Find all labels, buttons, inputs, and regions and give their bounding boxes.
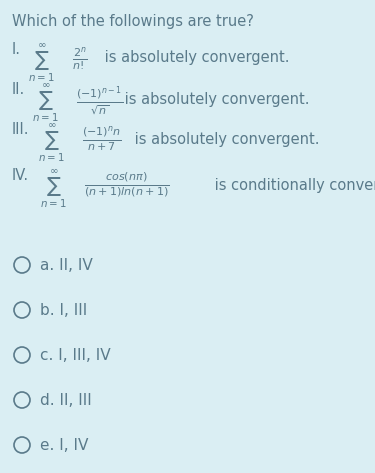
Text: $\frac{2^n}{n!}$: $\frac{2^n}{n!}$	[72, 46, 88, 73]
Text: $\frac{(-1)^{n-1}}{\sqrt{n}}$: $\frac{(-1)^{n-1}}{\sqrt{n}}$	[76, 85, 123, 118]
Circle shape	[14, 437, 30, 453]
Text: IV.: IV.	[12, 168, 29, 183]
Circle shape	[14, 347, 30, 363]
Text: $\sum_{n=1}^{\infty}$: $\sum_{n=1}^{\infty}$	[40, 168, 66, 210]
Text: $\sum_{n=1}^{\infty}$: $\sum_{n=1}^{\infty}$	[28, 42, 54, 84]
Text: a. II, IV: a. II, IV	[40, 257, 93, 272]
Text: $\sum_{n=1}^{\infty}$: $\sum_{n=1}^{\infty}$	[38, 122, 64, 164]
Circle shape	[14, 302, 30, 318]
Text: d. II, III: d. II, III	[40, 393, 92, 408]
Text: $\frac{cos(n\pi)}{(n+1)ln(n+1)}$: $\frac{cos(n\pi)}{(n+1)ln(n+1)}$	[84, 170, 170, 199]
Circle shape	[14, 392, 30, 408]
Text: I.: I.	[12, 42, 21, 57]
Text: b. I, III: b. I, III	[40, 303, 87, 317]
Text: III.: III.	[12, 122, 30, 137]
Text: is absolutely convergent.: is absolutely convergent.	[120, 92, 309, 107]
Text: II.: II.	[12, 82, 25, 97]
Text: is conditionally convergent.: is conditionally convergent.	[210, 178, 375, 193]
Text: e. I, IV: e. I, IV	[40, 438, 88, 453]
Circle shape	[14, 257, 30, 273]
Text: $\sum_{n=1}^{\infty}$: $\sum_{n=1}^{\infty}$	[32, 82, 58, 124]
Text: c. I, III, IV: c. I, III, IV	[40, 348, 111, 362]
Text: is absolutely convergent.: is absolutely convergent.	[130, 132, 320, 147]
Text: Which of the followings are true?: Which of the followings are true?	[12, 14, 254, 29]
Text: is absolutely convergent.: is absolutely convergent.	[100, 50, 290, 65]
Text: $\frac{(-1)^{n}n}{n+7}$: $\frac{(-1)^{n}n}{n+7}$	[82, 125, 122, 155]
